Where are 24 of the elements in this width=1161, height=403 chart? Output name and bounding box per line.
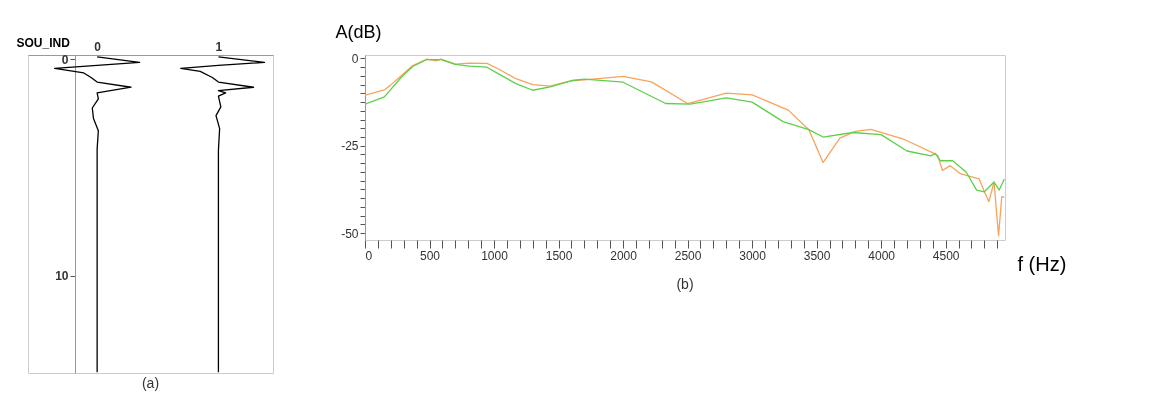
text: (a) bbox=[141, 375, 160, 391]
text: (b) bbox=[676, 276, 694, 292]
x-tick-label: 4000 bbox=[868, 248, 896, 263]
x-axis-title: f (Hz) bbox=[1017, 252, 1067, 275]
line-series bbox=[54, 56, 141, 373]
y-tick-label: 10 bbox=[55, 269, 69, 284]
line-series bbox=[365, 58, 1005, 193]
y-axis-title: A(dB) bbox=[335, 21, 382, 42]
line-series bbox=[180, 56, 266, 373]
line-series bbox=[365, 58, 1005, 237]
y-tick-label: -25 bbox=[341, 139, 359, 154]
x-tick-label: 3500 bbox=[803, 248, 831, 263]
x-tick-label: 1500 bbox=[545, 248, 573, 263]
x-tick-label: 2000 bbox=[610, 248, 638, 263]
x-tick-label: 1 bbox=[215, 39, 223, 54]
x-tick-label: 2500 bbox=[674, 248, 702, 263]
x-tick-label: 3000 bbox=[739, 248, 767, 263]
y-tick-label: -50 bbox=[341, 226, 359, 241]
x-tick-label: 1000 bbox=[481, 248, 509, 263]
x-tick-label: 0 bbox=[365, 248, 373, 263]
y-tick-label: 0 bbox=[351, 51, 359, 66]
x-axis-title: SOU_IND bbox=[16, 35, 71, 50]
x-tick-label: 4500 bbox=[932, 248, 960, 263]
x-tick-label: 500 bbox=[420, 248, 441, 263]
